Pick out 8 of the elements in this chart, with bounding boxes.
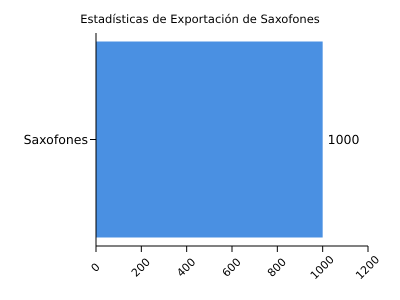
x-tick-label: 600 xyxy=(220,256,244,280)
x-tick-label: 400 xyxy=(174,256,198,280)
data-label: 1000 xyxy=(328,132,360,147)
chart-title: Estadísticas de Exportación de Saxofones xyxy=(79,12,321,26)
x-tick-label: 800 xyxy=(264,256,290,280)
x-tick-label: 0 xyxy=(88,260,103,275)
y-tick-label: Saxofones xyxy=(24,132,88,147)
x-tick-label: 200 xyxy=(128,256,154,280)
